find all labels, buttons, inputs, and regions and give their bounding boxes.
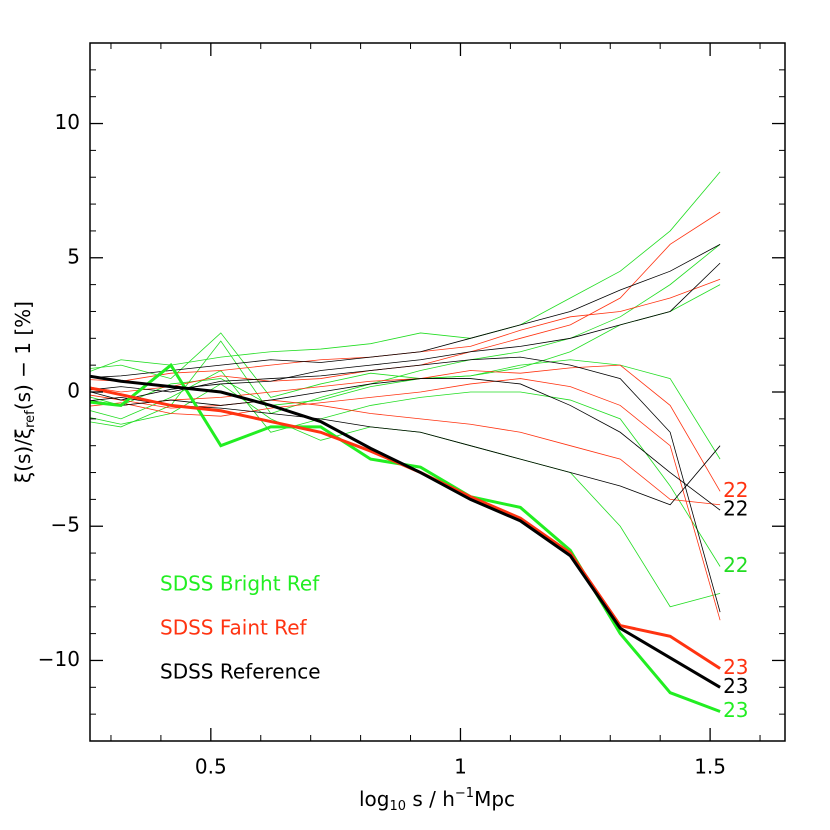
thin-line — [90, 284, 721, 398]
axis-label-part: −1 — [455, 786, 474, 801]
thin-line — [90, 262, 721, 401]
thin-line — [90, 378, 721, 621]
thin-line — [90, 171, 721, 372]
thin-line — [90, 356, 721, 613]
axis-label-part: log — [359, 787, 390, 811]
axis-label-part: s / h — [406, 787, 455, 811]
end-label: 23 — [723, 655, 748, 679]
y-tick-label: 5 — [67, 244, 80, 268]
legend-label: SDSS Reference — [160, 660, 321, 684]
y-tick-label: 10 — [55, 110, 80, 134]
thin-line — [90, 396, 721, 506]
axis-label-part: (s) − 1 [%] — [11, 301, 35, 410]
thin-line — [90, 359, 721, 460]
y-tick-label: −5 — [51, 513, 80, 537]
x-tick-label: 1 — [454, 755, 467, 779]
x-axis-label: log10​ s / h−1​Mpc — [359, 786, 515, 814]
series-line — [90, 374, 721, 689]
axis-label-part: ξ(s)/ξ — [11, 428, 35, 483]
legend-label: SDSS Bright Ref — [160, 572, 320, 596]
end-label: 22 — [723, 478, 748, 502]
thin-line — [90, 370, 721, 567]
end-label: 22 — [723, 553, 748, 577]
thin-line — [90, 378, 721, 511]
y-axis-label: ξ(s)/ξref​(s) − 1 [%] — [11, 301, 38, 483]
x-tick-label: 1.5 — [694, 755, 726, 779]
end-label: 23 — [723, 674, 748, 698]
legend-label: SDSS Faint Ref — [160, 616, 308, 640]
axis-label-part: Mpc — [474, 787, 515, 811]
y-tick-label: −10 — [38, 647, 80, 671]
y-tick-label: 0 — [67, 379, 80, 403]
end-label: 23 — [723, 698, 748, 722]
x-tick-label: 0.5 — [195, 755, 227, 779]
axis-label-part: ref — [23, 410, 38, 428]
end-label: 22 — [723, 497, 748, 521]
thin-line — [90, 394, 721, 506]
plot-lines — [90, 171, 721, 713]
thin-line — [90, 243, 721, 378]
thin-line — [90, 364, 721, 492]
thin-line — [90, 244, 721, 428]
axis-label-part: 10 — [389, 799, 406, 814]
